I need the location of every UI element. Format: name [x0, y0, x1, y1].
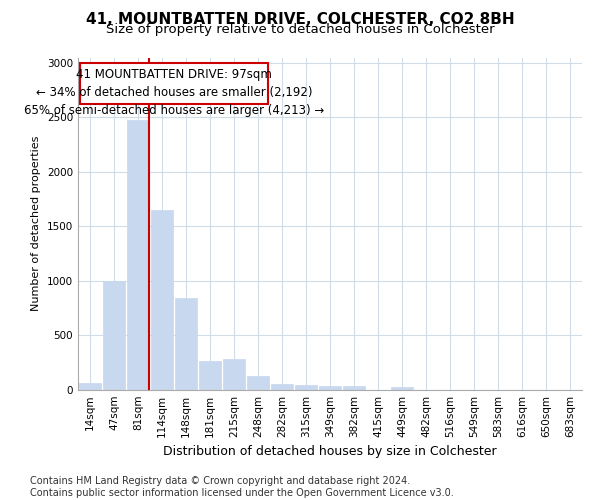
- Bar: [79, 383, 101, 390]
- Text: Contains HM Land Registry data © Crown copyright and database right 2024.
Contai: Contains HM Land Registry data © Crown c…: [30, 476, 454, 498]
- Bar: [247, 376, 269, 390]
- Bar: [127, 120, 149, 390]
- Text: 41, MOUNTBATTEN DRIVE, COLCHESTER, CO2 8BH: 41, MOUNTBATTEN DRIVE, COLCHESTER, CO2 8…: [86, 12, 514, 28]
- Bar: [199, 360, 221, 390]
- Text: Size of property relative to detached houses in Colchester: Size of property relative to detached ho…: [106, 22, 494, 36]
- X-axis label: Distribution of detached houses by size in Colchester: Distribution of detached houses by size …: [163, 446, 497, 458]
- Bar: [391, 388, 413, 390]
- Y-axis label: Number of detached properties: Number of detached properties: [31, 136, 41, 312]
- Bar: [103, 281, 125, 390]
- Bar: [295, 385, 317, 390]
- Bar: [319, 386, 341, 390]
- Bar: [175, 298, 197, 390]
- Bar: [271, 384, 293, 390]
- Bar: [223, 360, 245, 390]
- Bar: [343, 386, 365, 390]
- Bar: [151, 210, 173, 390]
- FancyBboxPatch shape: [80, 63, 268, 104]
- Text: 41 MOUNTBATTEN DRIVE: 97sqm
← 34% of detached houses are smaller (2,192)
65% of : 41 MOUNTBATTEN DRIVE: 97sqm ← 34% of det…: [24, 68, 324, 117]
